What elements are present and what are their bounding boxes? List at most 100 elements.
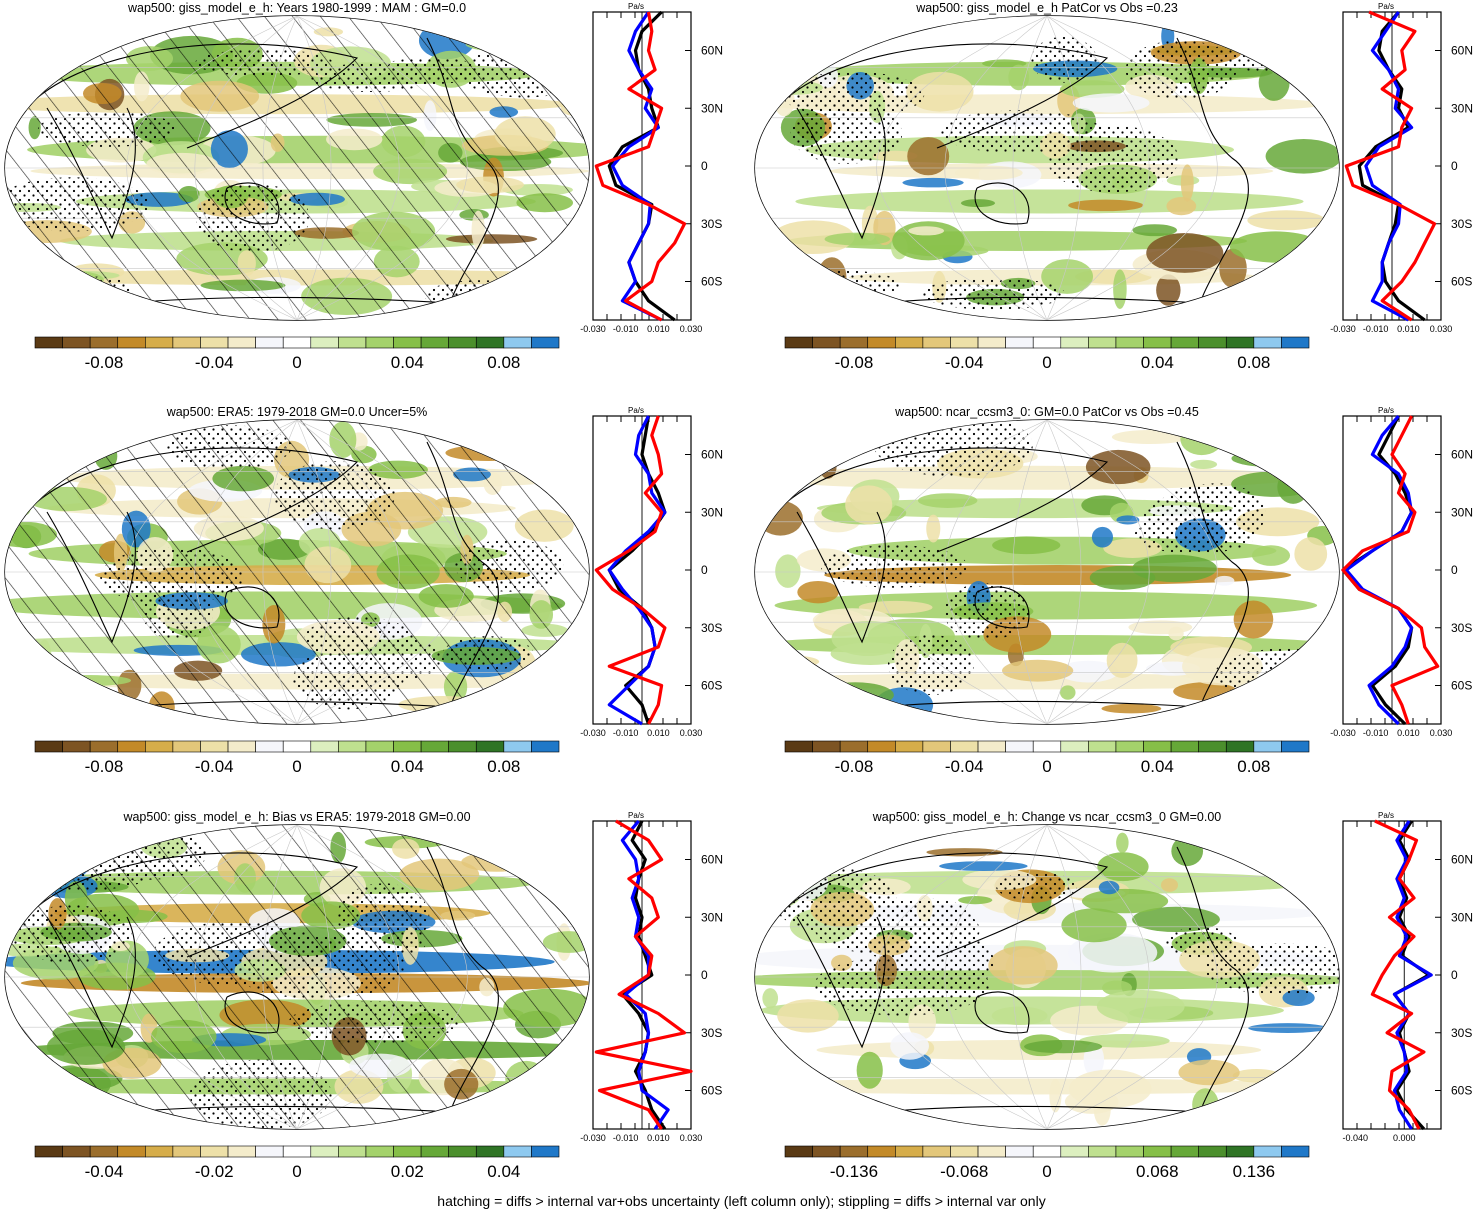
colorbar-swatch [977, 1145, 1006, 1158]
field-blob [5, 672, 96, 700]
colorbar-swatch [227, 1145, 256, 1158]
profile-y-tick-label: 30N [701, 101, 723, 115]
colorbar-swatch [1005, 1145, 1034, 1158]
colorbar-swatch [200, 740, 229, 753]
profile-line-obs [1364, 11, 1414, 322]
field-blob [1091, 526, 1114, 548]
coastline [974, 586, 1030, 629]
stippling-region [1165, 926, 1239, 959]
colorbar-swatch [503, 1145, 532, 1158]
profile-x-tick-label: -0.030 [580, 324, 606, 334]
colorbar-tick-label: 0.08 [487, 353, 520, 372]
colorbar-swatch [227, 740, 256, 753]
colorbar-swatch [1143, 1145, 1172, 1158]
profile-x-tick-label: 0.030 [680, 728, 703, 738]
coastline [426, 37, 499, 299]
field-blob [1146, 233, 1224, 273]
profile-y-tick-label: 30S [1451, 1026, 1472, 1040]
field-blob [757, 58, 822, 77]
field-blob [939, 861, 1028, 871]
colorbar-swatch [1005, 336, 1034, 349]
colorbar-swatch [867, 1145, 896, 1158]
profile-x-tick-label: 0.010 [647, 728, 670, 738]
profile-x-tick-label: 0.010 [647, 1133, 670, 1143]
colorbar-swatch [282, 740, 312, 753]
colorbar-swatch [420, 336, 449, 349]
map-title: wap500: giss_model_e_h: Years 1980-1999 … [127, 1, 466, 15]
colorbar-swatch [172, 336, 201, 349]
profile-y-tick-label: 30N [1451, 101, 1473, 115]
colorbar-swatch [255, 740, 284, 753]
field-blob [1294, 537, 1328, 571]
profile-unit: Pa/s [628, 2, 644, 11]
profile-y-tick-label: 30N [1451, 505, 1473, 519]
colorbar-swatch [145, 740, 174, 753]
coastline [786, 43, 1109, 149]
zonal-band [755, 1078, 1327, 1095]
field-blob [907, 137, 950, 176]
field-blob [988, 946, 1058, 985]
coastline [1176, 846, 1249, 1108]
profile-y-tick-label: 30N [701, 505, 723, 519]
colorbar-tick-label: 0 [1042, 1162, 1051, 1181]
map-field-1 [5, 16, 589, 320]
field-blob [1061, 908, 1127, 943]
zonal-profile: Pa/s -0.030 -0.010 0.010 0.030 60N 30N 0 30S 60S [1330, 406, 1473, 738]
profile-x-tick-label: 0.010 [1397, 324, 1420, 334]
field-blob [527, 1103, 578, 1118]
profile-y-tick-label: 30N [1451, 910, 1473, 924]
colorbar-swatch [1253, 1145, 1282, 1158]
colorbar-swatch [1060, 1145, 1089, 1158]
colorbar-swatch [812, 740, 841, 753]
profile-x-tick-label: 0.010 [647, 324, 670, 334]
coastline [796, 916, 886, 1049]
colorbar-swatch [34, 740, 63, 753]
field-blob [1156, 274, 1181, 306]
colorbar-swatch [977, 336, 1006, 349]
profile-y-tick-label: 60S [701, 1084, 722, 1098]
colorbar-swatch [1253, 336, 1282, 349]
profile-y-tick-label: 60N [701, 44, 723, 58]
stippling-region [790, 103, 903, 164]
profile-line-diff [594, 819, 693, 1130]
colorbar-swatch [117, 740, 146, 753]
profile-line-obs [1392, 820, 1433, 1130]
stippling-region [1134, 517, 1256, 554]
profile-y-tick-label: 30S [701, 621, 722, 635]
colorbar-swatch [922, 740, 951, 753]
field-blob [1251, 545, 1291, 566]
coastline [36, 43, 359, 149]
colorbar-swatch [1170, 336, 1199, 349]
profile-line-diff [1344, 10, 1437, 322]
panel-2: wap500: giss_model_e_h PatCor vs Obs =0.… [754, 1, 1473, 372]
profile-x-tick-label: -0.010 [1363, 728, 1389, 738]
coastline [786, 447, 1109, 553]
profile-y-tick-label: 0 [1451, 563, 1458, 577]
profile-unit: Pa/s [628, 406, 644, 415]
profile-line-diff [594, 415, 667, 725]
colorbar-tick-label: 0.04 [1141, 353, 1174, 372]
stippling-region [1215, 647, 1339, 701]
field-blob [1232, 1068, 1281, 1083]
field-blob [1180, 423, 1223, 456]
field-blob [797, 580, 839, 604]
profile-y-tick-label: 60S [1451, 275, 1472, 289]
colorbar-swatch [922, 336, 951, 349]
field-blob [538, 689, 589, 719]
field-blob [1096, 989, 1185, 1023]
profile-x-tick-label: 0.030 [1430, 728, 1453, 738]
field-blob [1160, 878, 1179, 892]
coastline [224, 586, 280, 629]
field-blob [481, 1093, 557, 1125]
coastline [46, 107, 136, 240]
profile-y-tick-label: 0 [701, 563, 708, 577]
colorbar-swatch [62, 336, 91, 349]
colorbar-swatch [310, 336, 339, 349]
map-field-4 [755, 420, 1339, 724]
field-blob [1265, 138, 1339, 174]
coastline [1176, 37, 1249, 299]
colorbar-swatch [310, 740, 339, 753]
profile-unit: Pa/s [1378, 811, 1394, 820]
colorbar-swatch [365, 1145, 394, 1158]
field-blob [1132, 224, 1178, 237]
